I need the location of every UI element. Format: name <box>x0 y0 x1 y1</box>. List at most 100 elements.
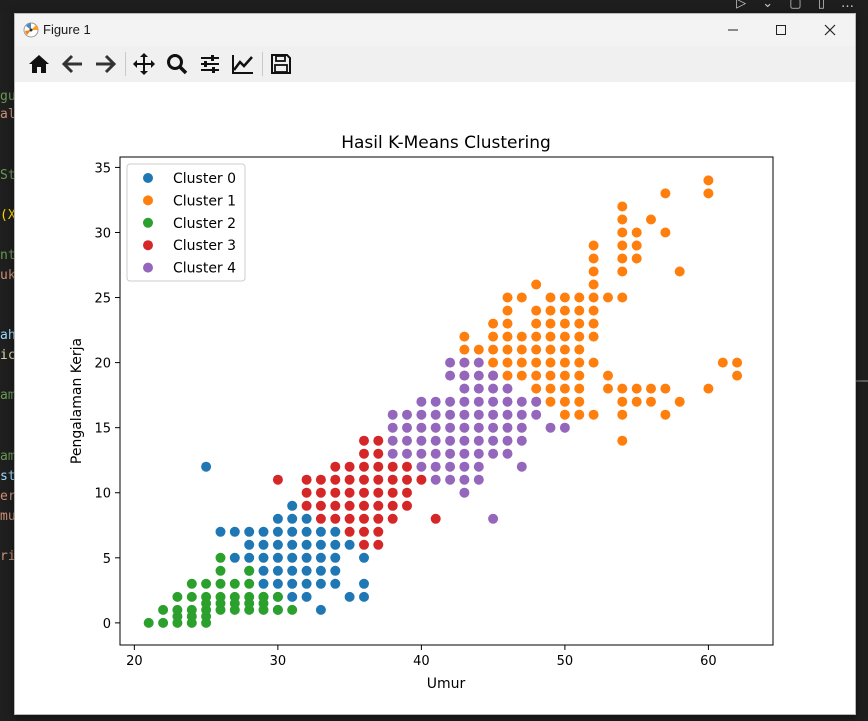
save-button[interactable] <box>267 51 295 77</box>
scatter-point-cluster-4 <box>473 383 484 394</box>
scatter-point-cluster-1 <box>459 344 470 355</box>
zoom-button[interactable] <box>163 51 191 77</box>
scatter-point-cluster-0 <box>315 552 326 563</box>
scatter-point-cluster-4 <box>445 396 456 407</box>
editor-code-fragment: am <box>0 388 16 403</box>
editor-action-icons[interactable]: ▷ ⌄ ▢ ▯ … <box>736 0 860 11</box>
scatter-point-cluster-1 <box>545 370 556 381</box>
scatter-point-cluster-1 <box>732 357 743 368</box>
figure-canvas[interactable]: 20 30 40 50 60 0 5 10 15 20 25 30 35 Hasil K-Means … <box>15 82 855 714</box>
scatter-point-cluster-1 <box>588 331 599 342</box>
scatter-point-cluster-4 <box>502 383 513 394</box>
x-axis-label: Umur <box>427 676 466 692</box>
scatter-point-cluster-1 <box>588 240 599 251</box>
legend-marker <box>143 262 153 273</box>
scatter-point-cluster-4 <box>430 461 441 472</box>
scatter-point-cluster-3 <box>330 474 341 485</box>
scatter-point-cluster-4 <box>430 422 441 433</box>
scatter-point-cluster-1 <box>545 357 556 368</box>
scatter-point-cluster-2 <box>272 591 283 602</box>
scatter-point-cluster-4 <box>445 357 456 368</box>
scatter-point-cluster-2 <box>186 591 197 602</box>
x-tick-label: 30 <box>270 654 287 669</box>
scatter-point-cluster-1 <box>732 370 743 381</box>
scatter-point-cluster-4 <box>459 474 470 485</box>
scatter-point-cluster-2 <box>186 617 197 628</box>
maximize-icon <box>776 25 786 35</box>
maximize-button[interactable] <box>758 14 804 46</box>
scatter-point-cluster-4 <box>445 409 456 420</box>
scatter-point-cluster-1 <box>545 305 556 316</box>
scatter-point-cluster-4 <box>387 409 398 420</box>
scatter-point-cluster-3 <box>373 526 384 537</box>
close-button[interactable] <box>807 14 853 46</box>
configure-subplots-button[interactable] <box>196 51 224 77</box>
scatter-point-cluster-1 <box>531 331 542 342</box>
scatter-point-cluster-1 <box>617 227 628 238</box>
scatter-point-cluster-4 <box>473 422 484 433</box>
scatter-point-cluster-0 <box>272 578 283 589</box>
scatter-point-cluster-1 <box>545 344 556 355</box>
scatter-point-cluster-1 <box>545 318 556 329</box>
legend-marker <box>143 217 153 228</box>
scatter-point-cluster-4 <box>387 422 398 433</box>
scatter-point-cluster-0 <box>315 578 326 589</box>
scatter-point-cluster-0 <box>287 591 298 602</box>
scatter-point-cluster-3 <box>373 435 384 446</box>
scatter-point-cluster-4 <box>416 409 427 420</box>
y-tick-label: 35 <box>94 161 111 176</box>
matplotlib-app-icon <box>23 22 39 38</box>
minimize-button[interactable] <box>710 14 756 46</box>
scatter-point-cluster-1 <box>559 305 570 316</box>
scatter-point-cluster-1 <box>459 331 470 342</box>
legend-label: Cluster 1 <box>173 193 236 209</box>
scatter-point-cluster-1 <box>574 318 585 329</box>
editor-background: gu al St (X nt uk ah ic am am st er mu ri <box>0 0 16 721</box>
scatter-point-cluster-4 <box>531 409 542 420</box>
scatter-point-cluster-2 <box>215 578 226 589</box>
scatter-point-cluster-1 <box>574 409 585 420</box>
scatter-point-cluster-1 <box>588 292 599 303</box>
scatter-point-cluster-4 <box>473 474 484 485</box>
forward-button[interactable] <box>91 51 119 77</box>
editor-code-fragment: St <box>0 168 16 183</box>
scatter-point-cluster-1 <box>703 188 714 199</box>
forward-icon <box>96 54 116 74</box>
scatter-point-cluster-1 <box>545 331 556 342</box>
scatter-point-cluster-4 <box>516 461 527 472</box>
scatter-point-cluster-1 <box>631 227 642 238</box>
scatter-point-cluster-0 <box>229 552 240 563</box>
scatter-point-cluster-1 <box>603 383 613 394</box>
scatter-point-cluster-0 <box>301 591 312 602</box>
scatter-point-cluster-1 <box>588 318 599 329</box>
scatter-point-cluster-4 <box>430 409 441 420</box>
pan-button[interactable] <box>130 51 158 77</box>
scatter-point-cluster-3 <box>330 487 341 498</box>
scatter-point-cluster-4 <box>488 409 499 420</box>
window-titlebar[interactable]: Figure 1 <box>15 14 855 46</box>
chart-title: Hasil K-Means Clustering <box>341 133 551 153</box>
y-tick-label: 5 <box>103 552 111 567</box>
scatter-point-cluster-3 <box>373 448 384 459</box>
legend-marker <box>143 240 153 251</box>
scatter-point-cluster-1 <box>617 383 628 394</box>
scatter-point-cluster-3 <box>373 500 384 511</box>
back-button[interactable] <box>59 51 87 77</box>
scatter-point-cluster-3 <box>359 435 369 446</box>
scatter-point-cluster-4 <box>488 396 499 407</box>
scatter-point-cluster-4 <box>473 396 484 407</box>
scatter-point-cluster-1 <box>617 396 628 407</box>
scatter-point-cluster-3 <box>315 500 326 511</box>
zoom-icon <box>167 54 188 75</box>
scatter-point-cluster-3 <box>344 474 355 485</box>
scatter-point-cluster-1 <box>502 318 513 329</box>
scatter-point-cluster-1 <box>617 435 628 446</box>
scatter-point-cluster-4 <box>459 357 470 368</box>
home-button[interactable] <box>25 51 53 77</box>
toolbar-separator <box>262 52 263 76</box>
scatter-point-cluster-0 <box>287 578 298 589</box>
scatter-point-cluster-4 <box>488 383 499 394</box>
scatter-point-cluster-1 <box>574 396 585 407</box>
legend-label: Cluster 0 <box>173 171 236 187</box>
edit-axis-button[interactable] <box>229 51 257 77</box>
